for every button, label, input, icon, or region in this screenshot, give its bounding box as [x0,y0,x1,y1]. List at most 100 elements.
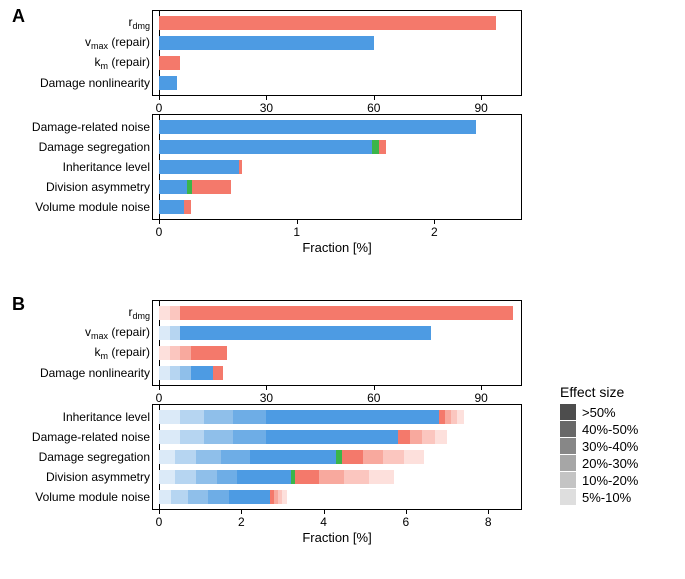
x-tick [488,509,489,514]
row-label: Volume module noise [35,490,150,504]
x-tick [266,95,267,100]
bar-row [159,326,521,340]
bar-segment [250,450,336,464]
legend: Effect size>50%40%-50%30%-40%20%-30%10%-… [560,384,638,506]
x-tick-label: 6 [403,515,410,529]
x-tick [159,509,160,514]
bar-segment [266,410,439,424]
bar-row [159,76,521,90]
bar-row [159,140,521,154]
bar-segment [295,470,320,484]
bar-segment [196,450,221,464]
bar-segment [422,430,434,444]
bar-segment [180,366,191,380]
legend-entry: 20%-30% [560,455,638,471]
bar-segment [159,76,177,90]
bar-segment [180,410,205,424]
bar-segment [159,160,239,174]
bar-segment [379,140,386,154]
x-tick [159,385,160,390]
bar-segment [457,410,463,424]
x-tick [481,385,482,390]
bar-segment [208,490,229,504]
bar-segment [159,326,170,340]
bar-segment [170,346,181,360]
bar-row [159,366,521,380]
bar-segment [363,450,384,464]
bar-segment [159,430,180,444]
legend-label: 40%-50% [582,422,638,437]
x-tick-label: 0 [156,101,163,115]
bar-segment [159,140,372,154]
row-label: Damage nonlinearity [40,366,150,380]
bar-segment [159,120,476,134]
bar-segment [159,346,170,360]
legend-label: 20%-30% [582,456,638,471]
legend-label: 5%-10% [582,490,631,505]
bar-segment [159,450,175,464]
bar-segment [159,410,180,424]
bar-segment [233,410,266,424]
x-tick-label: 8 [485,515,492,529]
bar-segment [180,346,191,360]
bar-segment [191,346,227,360]
bar-row [159,430,521,444]
bar-row [159,120,521,134]
x-tick [324,509,325,514]
legend-swatch [560,455,576,471]
x-tick-label: 30 [260,101,273,115]
x-tick-label: 90 [475,101,488,115]
legend-title: Effect size [560,384,638,400]
x-tick-label: 0 [156,391,163,405]
bar-segment [233,430,266,444]
plot-box: 02468 [152,404,522,510]
bar-segment [159,366,170,380]
bar-row [159,346,521,360]
bar-row [159,16,521,30]
bar-segment [213,366,224,380]
legend-swatch [560,404,576,420]
x-tick-label: 4 [320,515,327,529]
x-tick [159,219,160,224]
x-tick [374,385,375,390]
x-tick-label: 60 [367,391,380,405]
x-tick [434,219,435,224]
row-label: Damage nonlinearity [40,76,150,90]
bar-row [159,410,521,424]
row-label: km (repair) [94,345,150,361]
plot-box: 0306090 [152,10,522,96]
x-tick-label: 0 [156,515,163,529]
bar-segment [344,470,369,484]
x-tick-label: 90 [475,391,488,405]
bar-segment [180,306,513,320]
bar-row [159,200,521,214]
x-tick [266,385,267,390]
bar-segment [175,470,196,484]
bar-segment [204,410,233,424]
x-tick [241,509,242,514]
row-label: rdmg [128,15,150,31]
x-tick [297,219,298,224]
bar-segment [159,16,496,30]
bar-segment [221,450,250,464]
bar-segment [159,56,180,70]
legend-label: 10%-20% [582,473,638,488]
bar-segment [180,430,205,444]
bar-segment [319,470,344,484]
bar-row [159,180,521,194]
x-tick [406,509,407,514]
bar-segment [266,430,398,444]
bar-segment [159,490,171,504]
bar-row [159,160,521,174]
bar-segment [204,430,233,444]
bar-segment [159,470,175,484]
bar-row [159,450,521,464]
x-axis-title: Fraction [%] [302,240,371,255]
row-label: Volume module noise [35,200,150,214]
bar-segment [171,490,187,504]
row-label: km (repair) [94,55,150,71]
bar-segment [404,450,425,464]
bar-segment [184,200,191,214]
row-label: Division asymmetry [46,470,150,484]
row-label: Division asymmetry [46,180,150,194]
